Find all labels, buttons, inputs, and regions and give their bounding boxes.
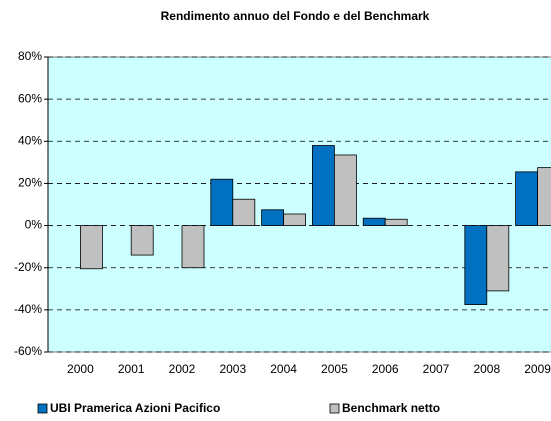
x-tick-label: 2006 [372, 362, 399, 376]
x-tick-label: 2003 [219, 362, 246, 376]
bar [384, 218, 408, 226]
y-tick-label: 40% [18, 133, 42, 147]
x-tick-label: 2005 [321, 362, 348, 376]
x-tick-label: 2002 [169, 362, 196, 376]
y-tick-label: -60% [14, 344, 42, 358]
bar [130, 225, 154, 256]
bar [515, 171, 538, 226]
legend-swatch [329, 403, 340, 414]
legend-label: UBI Pramerica Azioni Pacifico [50, 401, 220, 415]
x-tick-label: 2004 [270, 362, 297, 376]
x-tick-label: 2001 [118, 362, 145, 376]
x-tick-label: 2000 [67, 362, 94, 376]
x-tick-label: 2007 [423, 362, 450, 376]
chart-title: Rendimento annuo del Fondo e del Benchma… [161, 9, 430, 23]
bar [80, 225, 103, 270]
bar [232, 198, 256, 226]
y-tick-label: -20% [14, 260, 42, 274]
legend-swatch [37, 403, 48, 414]
y-tick-label: 0% [25, 218, 43, 232]
bar [537, 167, 551, 226]
bar [486, 225, 510, 292]
y-tick-label: 80% [18, 49, 42, 63]
y-tick-label: 20% [18, 176, 42, 190]
bar [261, 209, 285, 226]
bar [333, 154, 357, 226]
bar [181, 225, 205, 269]
bar [210, 178, 234, 226]
y-tick-label: -40% [14, 302, 42, 316]
y-tick-label: 60% [18, 91, 42, 105]
x-tick-label: 2009 [524, 362, 551, 376]
plot-area [47, 56, 551, 353]
bar [311, 145, 335, 226]
legend-label: Benchmark netto [342, 401, 440, 415]
x-tick-label: 2008 [473, 362, 500, 376]
bar [283, 213, 307, 226]
bar [464, 225, 488, 305]
bar [362, 217, 386, 226]
